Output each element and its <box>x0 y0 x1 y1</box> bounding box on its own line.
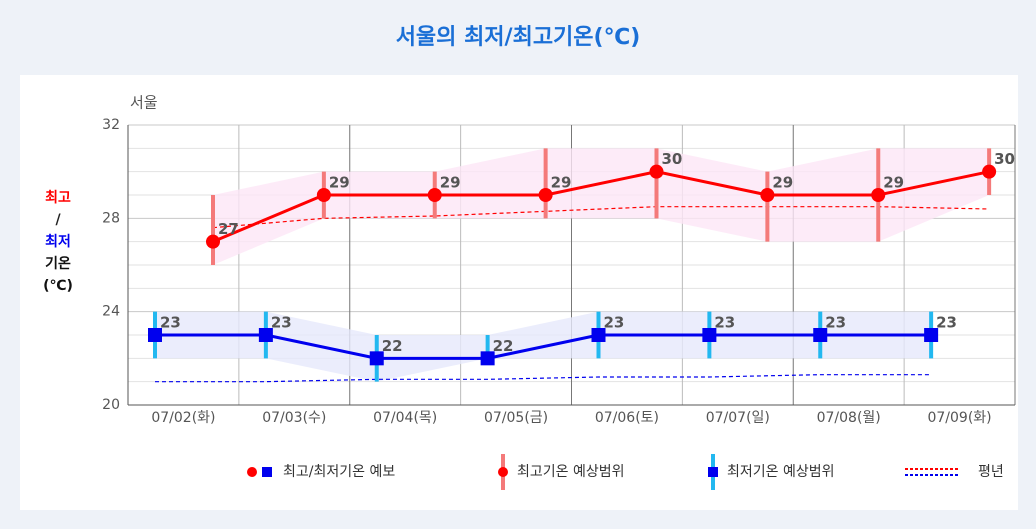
data-label: 30 <box>662 150 683 168</box>
data-label: 22 <box>382 337 403 355</box>
x-tick-label: 07/03(수) <box>262 410 326 426</box>
data-label: 23 <box>604 314 625 332</box>
forecast-line <box>212 170 990 244</box>
x-tick-label: 07/04(목) <box>373 410 437 426</box>
x-tick-label: 07/06(토) <box>595 410 659 426</box>
x-tick-label: 07/05(금) <box>484 410 548 426</box>
x-tick-label: 07/02(화) <box>151 410 215 426</box>
y-axis-label: 기온 <box>45 256 71 272</box>
data-label: 23 <box>271 314 292 332</box>
marker <box>369 351 384 366</box>
marker <box>427 188 442 202</box>
normal-line <box>155 374 932 383</box>
marker <box>206 234 220 249</box>
data-label: 30 <box>994 150 1015 168</box>
data-label: 29 <box>772 174 793 192</box>
data-label: 23 <box>825 314 846 332</box>
data-label: 29 <box>440 174 461 192</box>
legend-label: 최저기온 예상범위 <box>727 464 835 480</box>
marker <box>316 188 331 202</box>
marker <box>258 328 273 342</box>
y-axis-label: 최저 <box>45 234 71 250</box>
y-tick-label: 28 <box>102 210 120 226</box>
data-label: 29 <box>551 174 572 192</box>
legend-label: 평년 <box>978 464 1004 480</box>
marker <box>702 328 717 342</box>
legend-marker <box>498 467 508 477</box>
marker <box>148 328 162 342</box>
data-label: 22 <box>493 337 514 355</box>
range-band <box>213 148 990 265</box>
panel <box>20 75 1018 510</box>
data-label: 23 <box>936 314 957 332</box>
y-axis-label: (℃) <box>43 278 73 294</box>
data-label: 29 <box>329 174 350 192</box>
data-label: 27 <box>218 220 239 238</box>
subtitle: 서울 <box>130 94 158 112</box>
legend-marker <box>708 467 718 477</box>
marker <box>649 164 664 179</box>
x-tick-label: 07/09(화) <box>927 410 991 426</box>
chart-title: 서울의 최저/최고기온(℃) <box>396 25 641 50</box>
y-axis-label: / <box>55 212 61 228</box>
data-label: 23 <box>160 314 181 332</box>
marker <box>480 351 495 366</box>
forecast-line <box>155 333 932 360</box>
marker <box>538 188 553 202</box>
marker <box>813 328 828 342</box>
legend-marker <box>247 467 257 477</box>
x-tick-label: 07/08(월) <box>817 410 881 426</box>
x-tick-label: 07/07(일) <box>706 410 770 426</box>
data-label: 29 <box>883 174 904 192</box>
y-axis-label: 최고 <box>45 190 71 206</box>
normal-line <box>212 206 990 229</box>
marker <box>871 188 886 202</box>
marker <box>982 164 997 179</box>
legend-label: 최고기온 예상범위 <box>517 464 625 480</box>
y-tick-label: 20 <box>102 397 120 413</box>
y-tick-label: 32 <box>102 117 120 133</box>
marker <box>924 328 939 342</box>
y-tick-label: 24 <box>102 304 120 320</box>
legend-marker <box>262 467 272 477</box>
marker <box>591 328 606 342</box>
marker <box>760 188 775 202</box>
legend-label: 최고/최저기온 예보 <box>283 464 395 480</box>
data-label: 23 <box>714 314 735 332</box>
